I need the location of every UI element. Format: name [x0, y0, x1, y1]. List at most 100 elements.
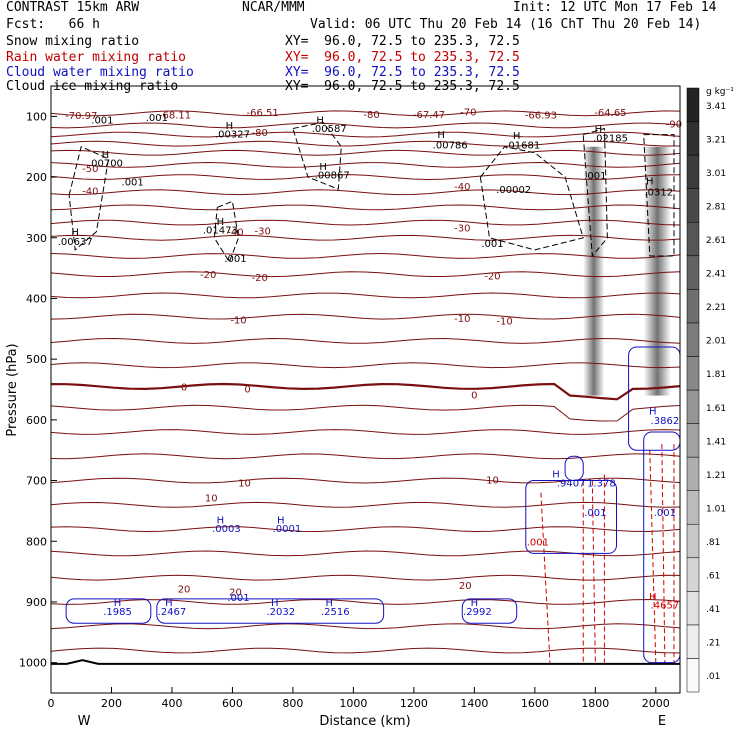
colorbar-tick-label: 1.61 — [706, 404, 726, 414]
temperature-label: -90 — [666, 120, 682, 131]
temperature-label: -40 — [82, 186, 98, 197]
colorbar-swatch — [686, 154, 700, 189]
colorbar-tick-label: 2.41 — [706, 270, 726, 280]
y-tick-label: 1000 — [19, 657, 47, 670]
rain-contour — [591, 480, 596, 663]
colorbar-tick-label: 3.21 — [706, 135, 726, 145]
temperature-label: 10 — [486, 475, 499, 486]
temperature-label: -70 — [460, 107, 476, 118]
colorbar-swatch — [686, 523, 700, 559]
valid-time: Valid: 06 UTC Thu 20 Feb 14 (16 ChT Thu … — [310, 17, 702, 32]
isotherm — [50, 647, 681, 654]
colorbar-tick-label: 2.21 — [706, 303, 726, 313]
colorbar-swatch — [686, 624, 700, 659]
colorbar-unit: g kg⁻¹ — [706, 87, 734, 97]
temperature-label: 20 — [229, 588, 242, 599]
isotherm — [50, 526, 681, 533]
snow-label: .001 — [91, 115, 113, 126]
snow-label: H — [513, 131, 521, 142]
contour-labels: -68.11 -66.51 -80 -67.47 -70 -66.93 -64.65 -90 -… — [58, 107, 682, 618]
snow-label: .00867 — [315, 171, 350, 182]
snow-label: .00587 — [312, 124, 347, 135]
cloud-contour — [65, 598, 152, 624]
temperature-label: 20 — [178, 585, 191, 596]
snow-contour — [582, 127, 608, 258]
snow-label: .001 — [584, 171, 606, 182]
axes: 0 200 400 600 800 1000 1200 1400 1600 1800 2000100… — [19, 110, 670, 710]
x-tick-label: 1800 — [581, 697, 609, 710]
colorbar-swatch — [686, 221, 700, 257]
colorbar-swatch — [686, 188, 700, 223]
isotherm — [50, 149, 681, 156]
snow-label: .00002 — [496, 185, 531, 196]
temperature-contours — [50, 110, 681, 665]
temperature-label: -64.65 — [594, 108, 626, 119]
isotherm — [50, 174, 681, 181]
cloud-label: .2032 — [267, 607, 296, 618]
colorbar-tick-label: 2.01 — [706, 337, 726, 347]
snow-label: .00786 — [433, 140, 468, 151]
x-tick-label: 200 — [101, 697, 122, 710]
cloud-label: .0003 — [212, 524, 241, 535]
rain-label: .4657 — [651, 600, 680, 611]
temperature-label: -50 — [82, 164, 98, 175]
temperature-label: -10 — [454, 314, 470, 325]
snow-contour — [68, 146, 110, 251]
rain-label: H — [649, 592, 657, 603]
x-tick-label: 1000 — [339, 697, 367, 710]
snow-label: H — [71, 228, 79, 239]
west-label: W — [78, 714, 91, 729]
colorbar-tick-label: .21 — [706, 639, 720, 649]
cloud-label: .2467 — [158, 607, 187, 618]
cloud-label: H — [649, 407, 657, 418]
snow-label: H — [319, 162, 327, 173]
cloud-label: .9407 — [557, 478, 586, 489]
cloud-label: .001 — [584, 508, 606, 519]
cloud-contour — [156, 598, 385, 624]
snow-contour — [643, 134, 675, 257]
colorbar-tick-label: 1.81 — [706, 370, 726, 380]
temperature-label: -80 — [251, 128, 267, 139]
snow-label: .001 — [224, 254, 246, 265]
field-snow-name: Snow mixing ratio — [6, 34, 140, 49]
cloud-label: .001 — [227, 593, 249, 604]
snow-label: .001 — [481, 239, 503, 250]
y-tick-label: 900 — [26, 596, 47, 609]
temperature-label: -20 — [251, 273, 267, 284]
temperature-label: 10 — [205, 494, 218, 505]
colorbar-swatch — [686, 322, 700, 357]
cloud-contour — [461, 598, 518, 624]
y-tick-label: 500 — [26, 353, 47, 366]
colorbar-tick-label: .61 — [706, 572, 720, 582]
temperature-label: -30 — [454, 223, 470, 234]
y-axis-label: Pressure (hPa) — [5, 343, 20, 436]
snow-label: .00700 — [88, 158, 123, 169]
plot-frame — [50, 85, 681, 694]
field-snow-xy: XY= 96.0, 72.5 to 235.3, 72.5 — [285, 34, 520, 49]
temperature-label: -68.11 — [159, 111, 191, 122]
isotherm — [50, 429, 681, 435]
field-rain-name: Rain water mixing ratio — [6, 50, 187, 65]
isotherm — [50, 404, 681, 422]
isotherm — [50, 623, 681, 630]
init-time: Init: 12 UTC Mon 17 Feb 14 — [513, 0, 717, 15]
snow-contour — [213, 200, 240, 264]
model-title: CONTRAST 15km ARW — [6, 0, 140, 15]
snow-label: H — [437, 130, 445, 141]
y-tick-label: 700 — [26, 475, 47, 488]
temperature-label: -80 — [363, 110, 379, 121]
snow-label: .0312 — [645, 188, 674, 199]
colorbar-tick-label: .41 — [706, 605, 720, 615]
snow-label: .02185 — [593, 134, 628, 145]
cloud-label: .001 — [654, 508, 676, 519]
y-tick-label: 200 — [26, 171, 47, 184]
x-tick-label: 1600 — [521, 697, 549, 710]
center-label: NCAR/MMM — [242, 0, 305, 15]
cloud-label: H — [165, 598, 173, 609]
cloud-label: .2516 — [321, 607, 350, 618]
colorbar-swatch — [686, 87, 700, 122]
temperature-label: 0 — [244, 384, 250, 395]
colorbar-swatch — [686, 658, 700, 693]
temperature-label: -66.51 — [247, 108, 279, 119]
